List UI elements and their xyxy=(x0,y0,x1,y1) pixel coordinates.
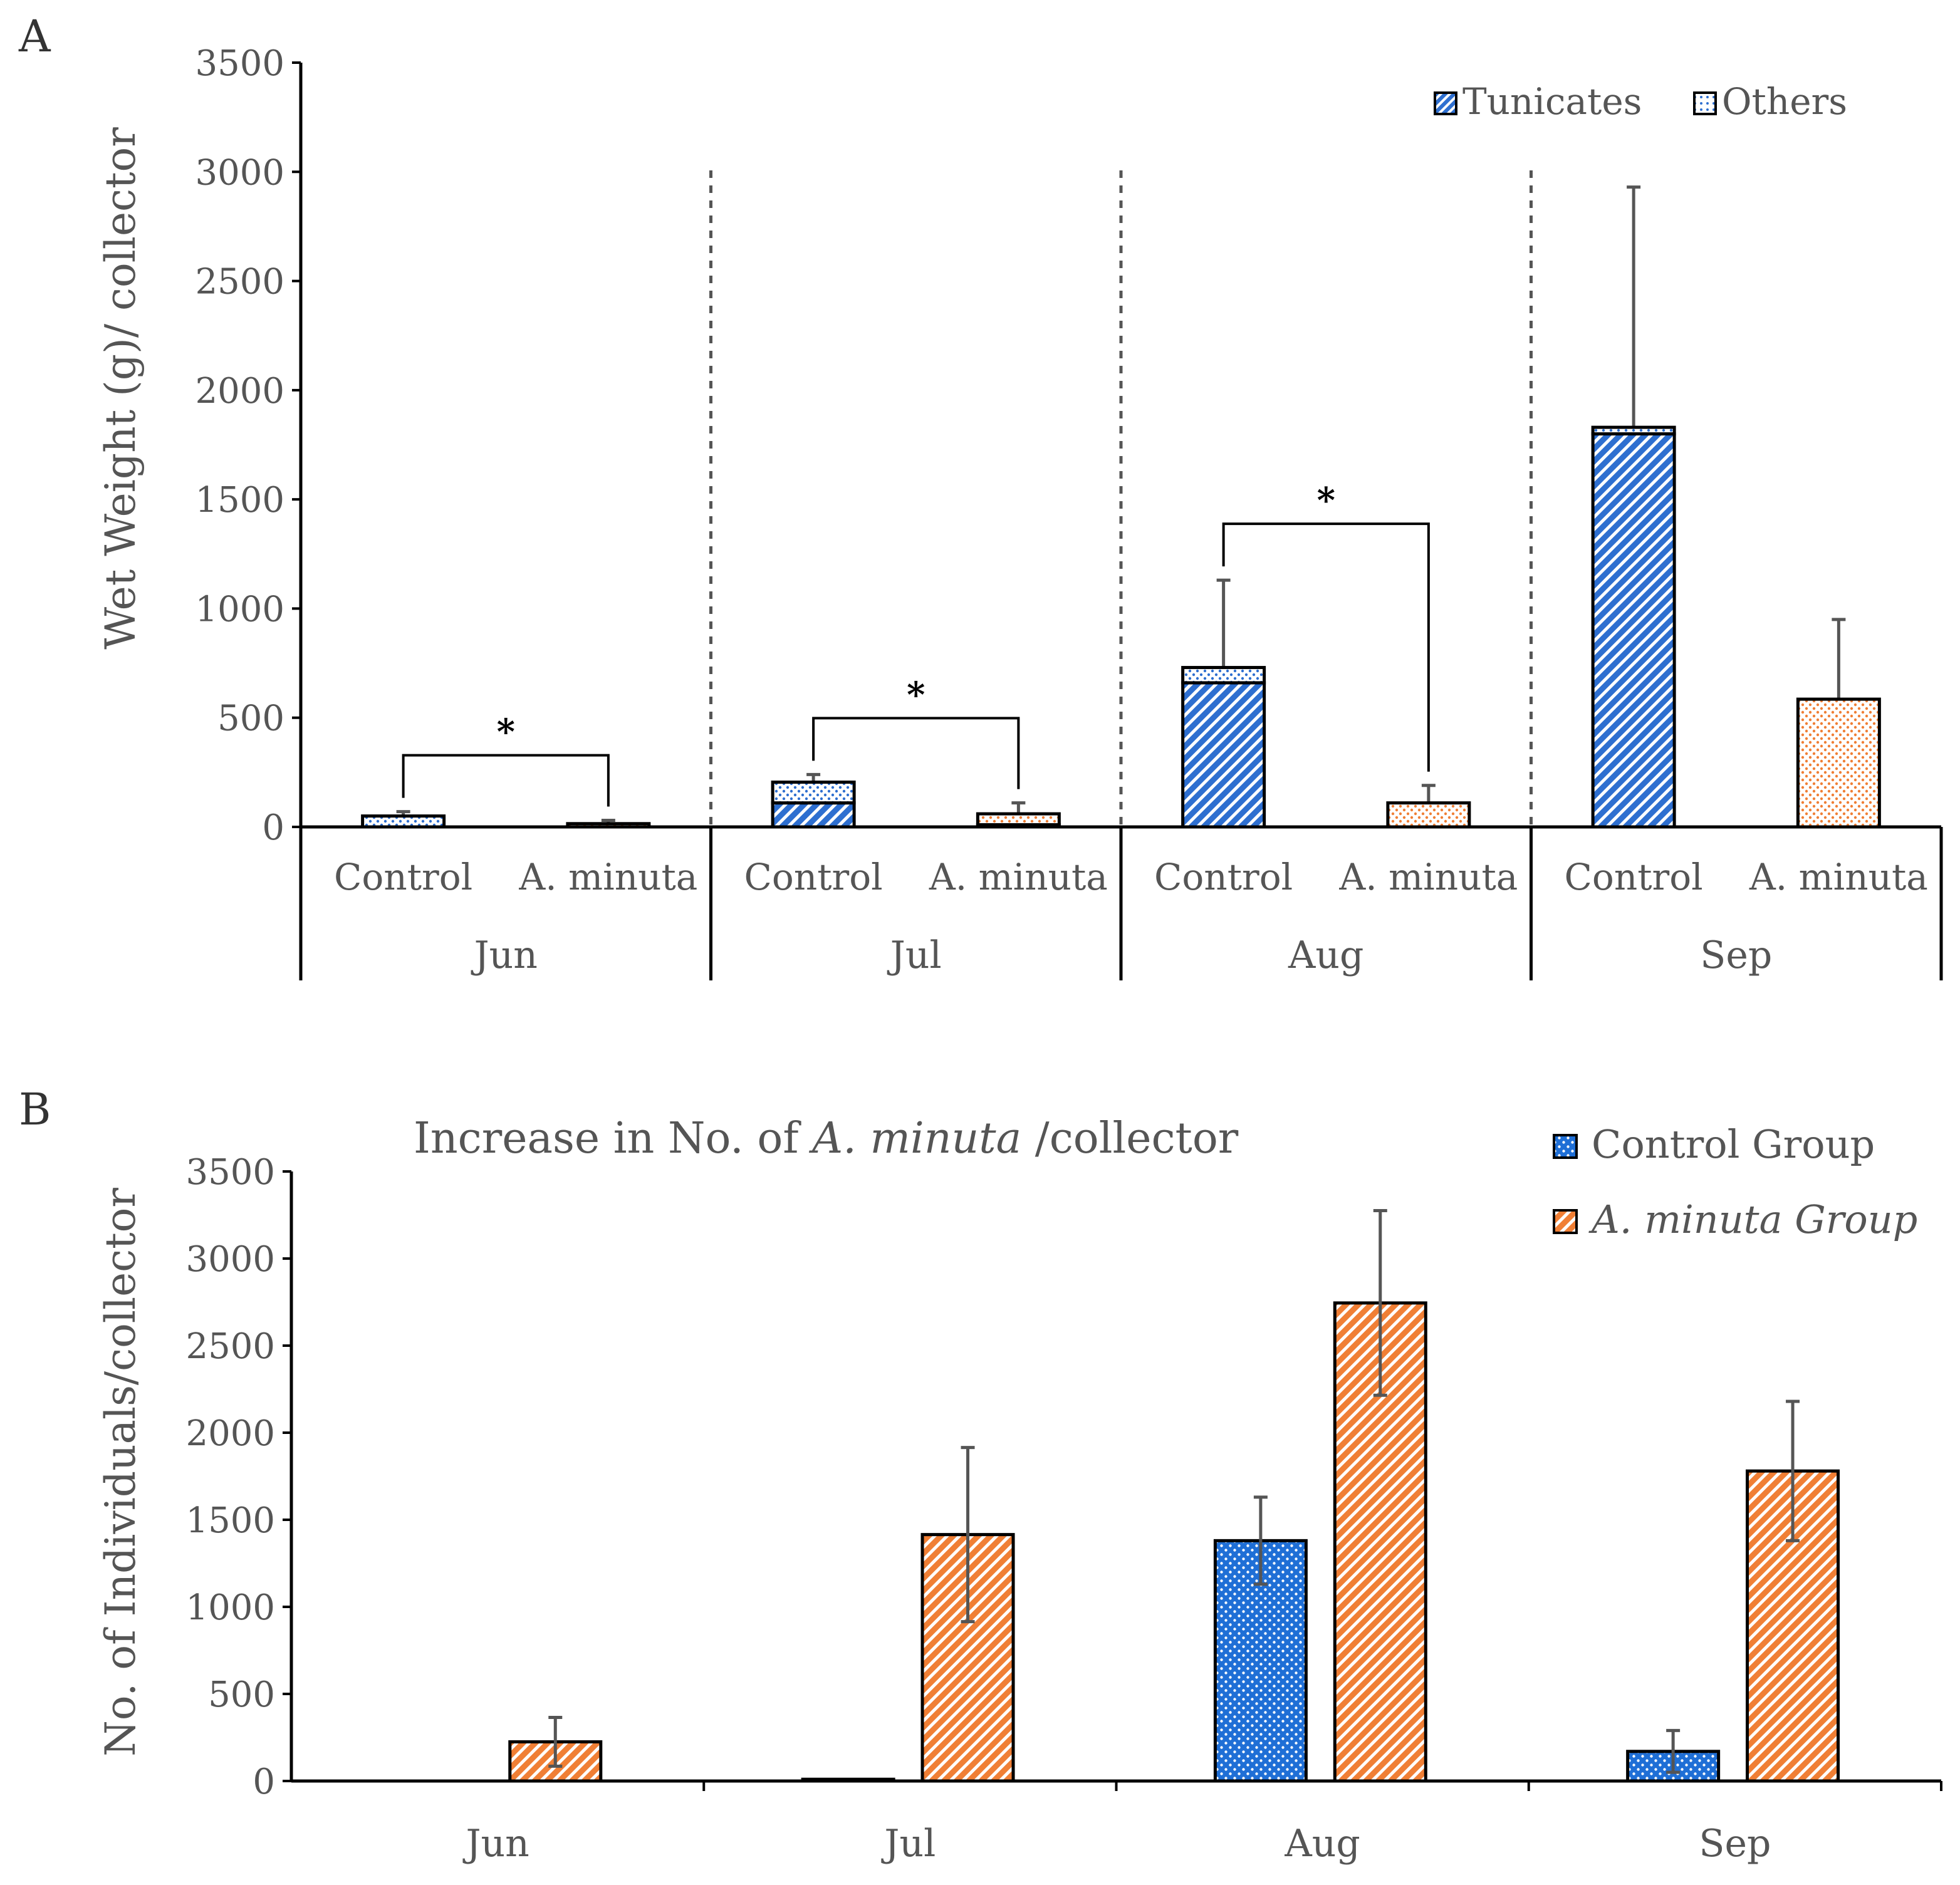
y-tick-label: 500 xyxy=(217,698,284,739)
significance-bracket xyxy=(402,754,610,807)
x-tick-label-aug: Aug xyxy=(1284,1822,1360,1866)
legend-swatch-others xyxy=(1693,91,1717,115)
y-tick-label: 1500 xyxy=(195,480,284,521)
chart-title-prefix: Increase in No. of xyxy=(414,1114,812,1163)
panel-b: B Increase in No. of A. minuta /collector… xyxy=(19,1084,1942,1866)
bar-tunicates-jul-control xyxy=(771,801,856,829)
treatment-label-control: Control xyxy=(1154,856,1293,898)
panel-a: A 0 500 1000 1500 2000 2500 3000 3500 Wet Weight … xyxy=(18,11,1943,980)
y-tick-label: 3500 xyxy=(185,1152,275,1193)
treatment-label-a-minuta: A. minuta xyxy=(1749,856,1928,898)
chart-title-italic: A. minuta xyxy=(808,1114,1021,1163)
legend-label-control-group: Control Group xyxy=(1592,1121,1875,1167)
panel-label-a: A xyxy=(18,11,51,62)
legend-label-a-minuta-group: A. minuta Group xyxy=(1588,1197,1917,1242)
bar-others-jun-a-minuta xyxy=(566,822,651,829)
legend-label-tunicates: Tunicates xyxy=(1462,80,1642,123)
legend-label-others: Others xyxy=(1722,80,1847,123)
y-axis-title: No. of Individuals/collector xyxy=(96,1188,145,1757)
month-label-jul: Jul xyxy=(887,933,942,977)
significance-bracket xyxy=(812,717,1020,789)
panel-label-b: B xyxy=(19,1084,51,1135)
x-tick-label-jun: Jun xyxy=(462,1822,529,1866)
y-tick-label: 2000 xyxy=(185,1413,275,1454)
treatment-label-control: Control xyxy=(1565,856,1703,898)
legend-swatch-control-group xyxy=(1553,1134,1578,1159)
significance-star: * xyxy=(907,674,925,715)
y-tick-label: 2500 xyxy=(185,1326,275,1367)
y-tick-label: 0 xyxy=(253,1762,275,1802)
bar-others-sep-control xyxy=(1591,425,1676,436)
y-axis-title: Wet Weight (g)/ collector xyxy=(96,127,145,650)
bar-others-jul-control xyxy=(771,781,856,805)
y-tick-label: 0 xyxy=(262,807,284,848)
treatment-label-control: Control xyxy=(334,856,472,898)
y-tick-label: 2500 xyxy=(195,262,284,303)
y-tick-label: 3000 xyxy=(195,152,284,193)
bar-tunicates-aug-control xyxy=(1181,681,1266,829)
y-tick-label: 3000 xyxy=(185,1239,275,1280)
chart-title-suffix: /collector xyxy=(1021,1114,1239,1163)
bar-others-jul-a-minuta xyxy=(976,812,1061,827)
chart-title: Increase in No. of A. minuta /collector xyxy=(414,1114,1239,1163)
significance-bracket xyxy=(1222,522,1430,772)
bar-others-aug-a-minuta xyxy=(1386,801,1471,829)
significance-star: * xyxy=(497,712,515,753)
x-tick-label-jul: Jul xyxy=(880,1822,936,1866)
y-tick-label: 1000 xyxy=(185,1587,275,1628)
y-tick-label: 2000 xyxy=(195,371,284,412)
treatment-label-control: Control xyxy=(744,856,883,898)
x-tick-label-sep: Sep xyxy=(1699,1822,1771,1866)
month-label-aug: Aug xyxy=(1288,933,1363,977)
bar-tunicates-sep-control xyxy=(1591,432,1676,829)
treatment-label-a-minuta: A. minuta xyxy=(929,856,1108,898)
month-label-jun: Jun xyxy=(471,933,538,977)
bar-others-aug-control xyxy=(1181,666,1266,685)
bar-control-group-jul xyxy=(801,1777,895,1783)
y-tick-label: 500 xyxy=(208,1675,275,1715)
bar-others-sep-a-minuta xyxy=(1796,697,1881,829)
treatment-label-a-minuta: A. minuta xyxy=(1338,856,1518,898)
bar-others-jun-control xyxy=(361,814,446,829)
legend-swatch-tunicates xyxy=(1434,91,1457,115)
treatment-label-a-minuta: A. minuta xyxy=(518,856,697,898)
legend-swatch-a-minuta-group xyxy=(1553,1209,1578,1234)
significance-star: * xyxy=(1317,480,1335,521)
y-tick-label: 1000 xyxy=(195,589,284,630)
y-tick-label: 1500 xyxy=(185,1500,275,1541)
y-tick-label: 3500 xyxy=(195,43,284,84)
month-label-sep: Sep xyxy=(1700,933,1772,977)
